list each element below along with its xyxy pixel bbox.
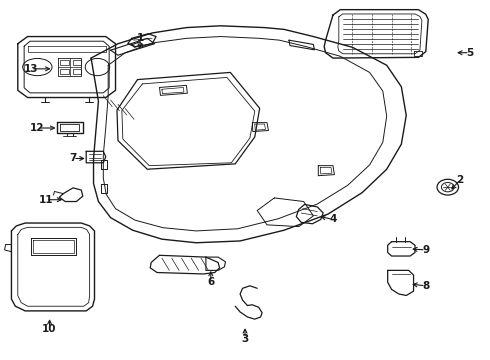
Text: 9: 9	[422, 245, 429, 255]
Text: 13: 13	[24, 64, 38, 74]
Bar	[60, 60, 69, 65]
Text: 4: 4	[329, 215, 337, 224]
Text: 1: 1	[136, 33, 144, 43]
Text: 6: 6	[207, 277, 215, 287]
Text: 11: 11	[38, 195, 53, 205]
Text: 8: 8	[422, 281, 429, 291]
Text: 10: 10	[42, 324, 57, 334]
Bar	[73, 69, 81, 74]
Bar	[60, 69, 69, 74]
Text: 3: 3	[242, 333, 248, 343]
Text: 12: 12	[30, 123, 45, 133]
Text: 2: 2	[456, 175, 464, 185]
Text: 7: 7	[69, 153, 77, 163]
Ellipse shape	[85, 58, 110, 76]
Bar	[73, 60, 81, 65]
Ellipse shape	[23, 58, 52, 76]
Text: 5: 5	[466, 48, 473, 58]
